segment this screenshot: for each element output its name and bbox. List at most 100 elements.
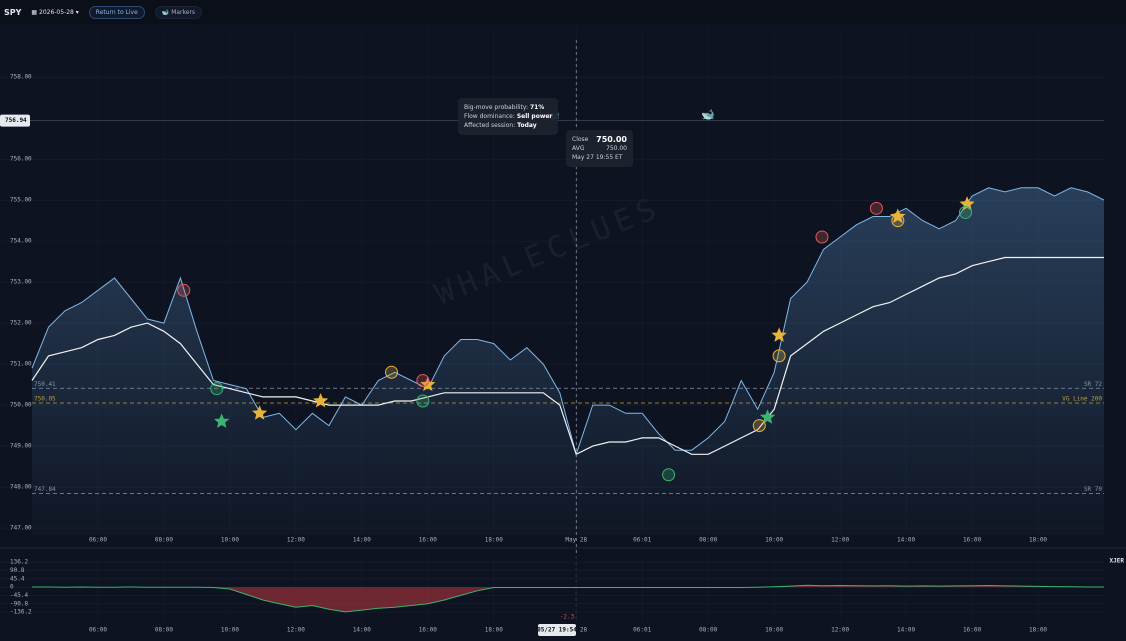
label: Close xyxy=(572,136,589,143)
y-tick-label: 753.00 xyxy=(10,279,32,286)
star-marker xyxy=(771,327,787,342)
x-tick-label: 18:00 xyxy=(1029,537,1047,544)
y-tick-label: 752.00 xyxy=(10,320,32,327)
x-tick-label: 10:00 xyxy=(765,537,783,544)
x-tick-label: 16:00 xyxy=(419,627,437,634)
y-tick-label: 751.00 xyxy=(10,361,32,368)
label: Big-move probability: xyxy=(464,104,529,111)
x-tick-label: 10:00 xyxy=(221,537,239,544)
y-tick-label: 754.00 xyxy=(10,238,32,245)
row: AVG 750.00 xyxy=(572,144,627,153)
value: Today xyxy=(517,122,537,129)
star-marker xyxy=(214,413,230,428)
crosshair-time-bg xyxy=(538,624,576,636)
y-tick-label: 756.00 xyxy=(10,156,32,163)
date-picker[interactable]: ▦ 2026-05-28 ▾ xyxy=(31,8,79,16)
x-tick-label: 12:00 xyxy=(287,537,305,544)
y-tick-label: 749.00 xyxy=(10,443,32,450)
value: Sell power xyxy=(516,113,553,120)
circle-marker xyxy=(958,205,972,219)
y-tick-label: -45.4 xyxy=(10,592,28,599)
x-tick-label: May 28 xyxy=(565,627,587,634)
crosshair-value: -2.3 xyxy=(560,614,575,621)
x-tick-label: 08:00 xyxy=(155,537,173,544)
star-marker xyxy=(759,409,776,424)
x-tick-label: 08:00 xyxy=(155,627,173,634)
x-tick-label: 10:00 xyxy=(221,627,239,634)
markers-button[interactable]: 🐋 Markers xyxy=(154,5,203,19)
star-marker xyxy=(313,393,329,408)
x-tick-label: 12:00 xyxy=(287,627,305,634)
y-tick-label: 748.00 xyxy=(10,484,32,491)
y-tick-label: 45.4 xyxy=(10,575,25,582)
x-tick-label: 06:01 xyxy=(633,537,651,544)
y-tick-label: 755.00 xyxy=(10,197,32,204)
circle-marker xyxy=(416,373,430,387)
x-tick-label: 18:00 xyxy=(485,627,503,634)
y-tick-label: 90.8 xyxy=(10,567,25,574)
y-tick-label: -90.8 xyxy=(10,600,28,607)
circle-marker xyxy=(385,365,399,379)
row: Flow dominance: Sell power xyxy=(464,112,552,121)
circle-marker xyxy=(662,468,676,482)
label: AVG xyxy=(572,145,585,152)
y-tick-label: 747.00 xyxy=(10,525,32,532)
oscillator-line xyxy=(32,584,1104,613)
x-tick-label: 06:00 xyxy=(89,627,107,634)
x-tick-label: 14:00 xyxy=(897,627,915,634)
date: 2026-05-28 xyxy=(39,8,74,16)
circle-marker xyxy=(891,214,905,228)
price-tooltip: Close 750.00 AVG 750.00 May 27 19:55 ET xyxy=(566,130,633,167)
row: Affected session: Today xyxy=(464,121,552,130)
star-marker xyxy=(252,405,268,420)
row: Big-move probability: 71% xyxy=(464,103,552,112)
x-tick-label: 06:01 xyxy=(633,627,651,634)
circle-marker xyxy=(752,419,766,433)
circle-marker xyxy=(869,201,883,215)
x-tick-label: 14:00 xyxy=(897,537,915,544)
crosshair-time: 05/27 19:54 xyxy=(537,627,577,634)
time: May 27 19:55 ET xyxy=(572,154,623,161)
toolbar: SPY ▦ 2026-05-28 ▾ Return to Live 🐋 Mark… xyxy=(0,0,1126,24)
big-move-tooltip: Big-move probability: 71% Flow dominance… xyxy=(458,98,559,135)
y-tick-label: 0 xyxy=(10,584,14,591)
crosshair-label: 756.94 xyxy=(5,117,27,124)
x-tick-label: 18:00 xyxy=(1029,627,1047,634)
x-tick-label: 08:00 xyxy=(699,627,717,634)
x-tick-label: 08:00 xyxy=(699,537,717,544)
symbol[interactable]: SPY xyxy=(4,7,22,17)
oscillator-area xyxy=(32,585,1104,612)
value: 71% xyxy=(529,104,545,111)
value: 750.00 xyxy=(606,145,627,152)
circle-marker xyxy=(177,283,191,297)
y-tick-label: 136.2 xyxy=(10,559,28,566)
average-line xyxy=(31,256,1104,456)
price-line xyxy=(31,187,1105,457)
x-tick-label: 06:00 xyxy=(89,537,107,544)
y-tick-label: -136.2 xyxy=(10,609,32,616)
circle-marker xyxy=(416,394,430,408)
circle-marker xyxy=(772,349,786,363)
x-tick-label: 16:00 xyxy=(963,627,981,634)
x-tick-label: 16:00 xyxy=(419,537,437,544)
star-marker xyxy=(890,208,906,223)
y-tick-label: 758.00 xyxy=(10,74,32,81)
x-tick-label: 14:00 xyxy=(353,537,371,544)
whale-icon: 🐋 xyxy=(701,108,715,121)
x-tick-label: 18:00 xyxy=(485,537,503,544)
y-tick-label: 750.00 xyxy=(10,402,32,409)
x-tick-label: 16:00 xyxy=(963,537,981,544)
price-area xyxy=(32,187,1104,536)
value: 750.00 xyxy=(596,135,627,144)
circle-marker xyxy=(210,382,224,396)
row: Close 750.00 xyxy=(572,135,627,144)
crosshair-label-bg xyxy=(0,114,30,127)
x-tick-label: 12:00 xyxy=(831,537,849,544)
markers-label: Markers xyxy=(171,8,196,16)
return-button[interactable]: Return to Live xyxy=(88,5,145,19)
label: Affected session: xyxy=(464,122,516,129)
pane-title: XJER xyxy=(1110,558,1125,565)
label: Flow dominance: xyxy=(464,113,515,120)
